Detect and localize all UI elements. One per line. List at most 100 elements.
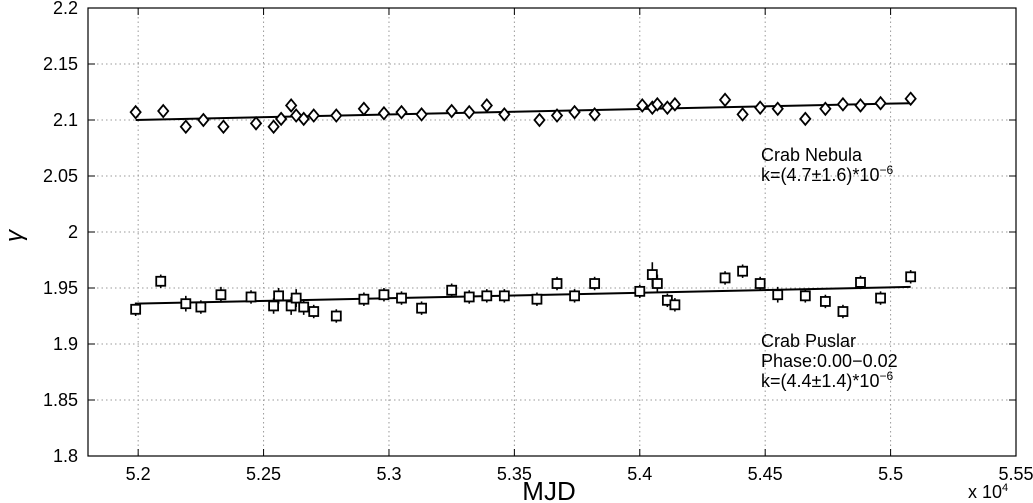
series-square [130,262,917,323]
data-point-square [719,272,731,284]
x-tick-label: 5.55 [998,464,1033,484]
annotation-exponent: −6 [879,163,893,177]
data-point-square [290,292,302,304]
data-point-square [589,278,601,289]
data-point-square [330,310,342,322]
y-tick-label: 2.05 [43,166,78,186]
data-point-diamond [874,95,887,111]
data-point-square [651,278,663,289]
data-point-diamond [217,119,230,135]
data-point-square [463,291,475,303]
y-tick-label: 1.9 [53,334,78,354]
x-axis-multiplier: x 104 [968,482,1008,502]
data-point-diamond [568,104,581,120]
data-point-diamond [330,108,343,123]
data-point-diamond [819,101,832,117]
annotation-square: Crab Puslar Phase:0.00−0.02 k=(4.4±1.4)*10… [761,331,898,391]
data-point-square [905,271,917,283]
series-diamond [129,91,917,135]
series-layer [129,91,917,323]
data-point-diamond [157,103,170,119]
data-point-square [416,302,427,314]
data-point-square [446,284,458,296]
data-point-diamond [799,111,812,127]
x-multiplier-base: x 10 [968,482,1002,502]
data-point-square [180,298,192,310]
annotation-line: k=(4.4±1.4)*10 [761,371,879,391]
y-tick-label: 1.95 [43,278,78,298]
data-point-square [875,292,886,304]
annotation-line: Crab Nebula [761,145,863,165]
data-point-diamond [307,108,320,123]
data-point-diamond [445,103,458,119]
data-point-square [155,275,167,287]
data-point-square [273,290,285,302]
data-point-diamond [854,98,867,113]
y-tick-label: 2 [68,222,78,242]
x-tick-label: 5.2 [126,464,151,484]
data-point-diamond [533,112,546,128]
data-point-diamond [415,106,428,122]
data-point-diamond [668,96,682,112]
data-point-diamond [904,91,917,107]
y-tick-label: 2.15 [43,54,78,74]
y-axis-label: γ [1,228,28,242]
x-tick-label: 5.35 [497,464,532,484]
data-point-square [772,289,784,301]
x-axis-label: MJD [522,476,575,503]
annotation-line: k=(4.7±1.6)*10 [761,165,879,185]
y-tick-label: 2.1 [53,110,78,130]
data-point-square [481,290,493,302]
y-tick-label: 2.2 [53,0,78,18]
x-tick-label: 5.45 [748,464,783,484]
data-point-square [569,290,580,302]
data-point-diamond [718,92,732,108]
annotation-diamond: Crab Nebula k=(4.7±1.6)*10−6 [761,145,893,185]
data-point-square [531,293,543,305]
annotation-line: Phase:0.00−0.02 [761,351,898,371]
annotation-line: Crab Puslar [761,331,856,351]
data-point-diamond [463,104,476,120]
data-point-diamond [129,104,142,120]
data-point-square [130,303,142,315]
axis-ticks: 5.2 5.25 5.3 5.35 5.4 5.45 5.5 5.55 1.8 1.85 1.9 1.… [43,0,1033,484]
data-point-diamond [588,106,601,122]
data-point-square [855,276,866,288]
data-point-square [737,265,749,277]
data-point-square [215,289,227,301]
data-point-diamond [550,108,564,123]
x-multiplier-exponent: 4 [1002,482,1008,494]
data-point-diamond [197,112,210,128]
data-point-square [646,269,658,280]
data-point-diamond [754,100,767,116]
data-point-square [669,299,681,311]
data-point-square [195,301,207,313]
data-point-diamond [357,101,371,117]
x-tick-label: 5.25 [246,464,281,484]
y-tick-label: 1.8 [53,446,78,466]
data-point-square [308,306,320,317]
x-tick-label: 5.3 [376,464,401,484]
fit-line [135,102,911,121]
data-point-diamond [267,119,280,135]
data-point-diamond [284,98,298,113]
x-tick-label: 5.5 [878,464,903,484]
data-point-diamond [395,104,408,120]
data-point-diamond [179,119,192,135]
y-tick-label: 1.85 [43,390,78,410]
data-point-square [245,291,257,303]
data-point-diamond [771,101,784,117]
data-point-square [358,293,370,305]
data-point-square [819,296,831,307]
data-point-diamond [480,98,493,113]
x-tick-label: 5.4 [627,464,652,484]
data-point-diamond [736,106,749,122]
data-point-diamond [274,111,288,127]
data-point-square [754,278,766,289]
annotation-exponent: −6 [879,369,893,383]
data-point-square [837,306,849,317]
data-point-diamond [249,115,263,131]
data-point-square [268,300,280,312]
